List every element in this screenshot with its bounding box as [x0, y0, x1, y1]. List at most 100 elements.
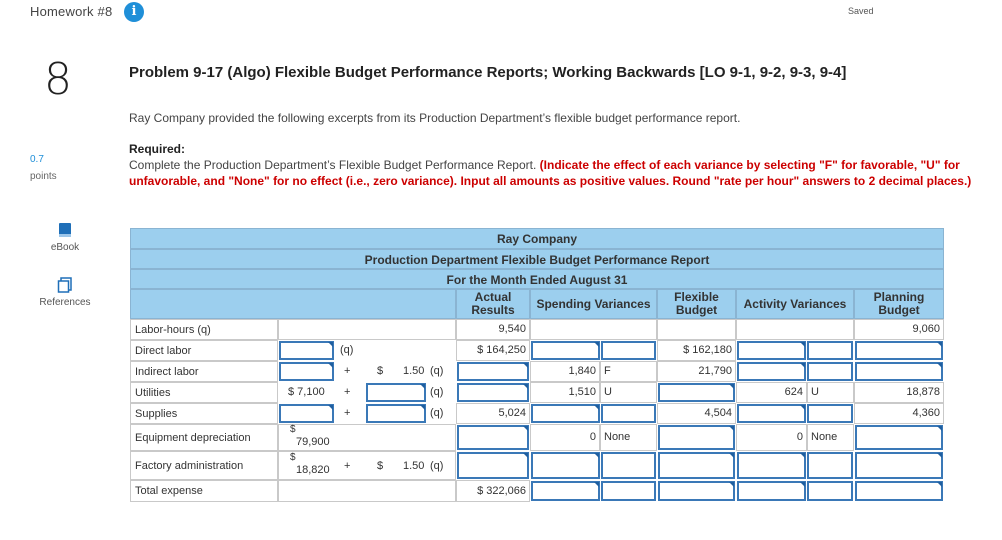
- col-activity-variances: Activity Variances: [736, 289, 854, 319]
- supplies-activity-effect[interactable]: [807, 404, 853, 423]
- supplies-planning: 4,360: [912, 407, 940, 419]
- required-description: Complete the Production Department’s Fle…: [129, 158, 540, 172]
- indirect-labor-actual-input[interactable]: [457, 362, 529, 381]
- supplies-rate-input[interactable]: [366, 404, 426, 423]
- flexible-cell: 21,790: [657, 361, 736, 382]
- utilities-fixed: $ 7,100: [288, 386, 325, 398]
- equipment-activity-effect: None: [811, 431, 838, 443]
- factory-admin-q: (q): [430, 460, 444, 472]
- utilities-planning: 18,878: [906, 386, 940, 398]
- report-period: For the Month Ended August 31: [130, 269, 944, 289]
- references-link[interactable]: References: [30, 277, 100, 308]
- direct-labor-q: (q): [340, 344, 354, 356]
- factory-admin-actual-input[interactable]: [457, 452, 529, 479]
- indirect-labor-activity-effect[interactable]: [807, 362, 853, 381]
- indirect-labor-activity-input[interactable]: [737, 362, 806, 381]
- total-activity-input[interactable]: [737, 481, 806, 501]
- ebook-link[interactable]: eBook: [30, 222, 100, 253]
- saved-status: Saved: [848, 6, 874, 16]
- question-number: 8: [44, 54, 72, 105]
- documents-icon: [57, 277, 73, 293]
- factory-admin-activity-input[interactable]: [737, 452, 806, 479]
- direct-labor-activity-effect[interactable]: [807, 341, 853, 360]
- supplies-spending-effect[interactable]: [601, 404, 656, 423]
- header-spacer: [130, 289, 456, 319]
- actual-cell: 5,024: [456, 403, 530, 424]
- utilities-plus: +: [344, 386, 351, 398]
- col-flexible-budget: Flexible Budget: [657, 289, 736, 319]
- formula-cell: [278, 319, 456, 340]
- indirect-labor-spending-effect: F: [604, 365, 611, 377]
- total-spending-effect[interactable]: [601, 481, 656, 501]
- row-label-utilities: Utilities: [130, 382, 278, 403]
- effect-cell: F: [600, 361, 657, 382]
- utilities-flexible-input[interactable]: [658, 383, 735, 402]
- factory-admin-dollar: $: [290, 452, 296, 463]
- total-spending-input[interactable]: [531, 481, 600, 501]
- formula-cell: [278, 424, 456, 451]
- top-bar: Homework #8 i Saved: [0, 0, 1002, 28]
- supplies-fixed-input[interactable]: [279, 404, 334, 423]
- homework-title: Homework #8: [30, 4, 113, 19]
- equipment-fixed: 79,900: [296, 436, 330, 448]
- row-label-labor-hours: Labor-hours (q): [130, 319, 278, 340]
- direct-labor-spending-input[interactable]: [531, 341, 600, 360]
- equipment-planning-input[interactable]: [855, 425, 943, 450]
- supplies-plus: +: [344, 407, 351, 419]
- flexible-cell: 4,504: [657, 403, 736, 424]
- row-label-indirect-labor: Indirect labor: [130, 361, 278, 382]
- direct-labor-activity-input[interactable]: [737, 341, 806, 360]
- equipment-spending: 0: [589, 431, 596, 443]
- supplies-flexible: 4,504: [704, 407, 732, 419]
- indirect-labor-flexible: 21,790: [698, 365, 732, 377]
- direct-labor-actual: $ 164,250: [477, 344, 526, 356]
- equipment-flexible-input[interactable]: [658, 425, 735, 450]
- report-company: Ray Company: [130, 228, 944, 249]
- utilities-spending: 1,510: [568, 386, 596, 398]
- formula-cell: [278, 451, 456, 480]
- direct-labor-rate-input[interactable]: [279, 341, 334, 360]
- supplies-activity-input[interactable]: [737, 404, 806, 423]
- labor-hours-planning: 9,060: [912, 323, 940, 335]
- references-label: References: [39, 297, 91, 308]
- row-label-total-expense: Total expense: [130, 480, 278, 502]
- total-activity-effect[interactable]: [807, 481, 853, 501]
- supplies-q: (q): [430, 407, 444, 419]
- points-value: 0.7: [30, 154, 44, 165]
- factory-admin-spending-effect[interactable]: [601, 452, 656, 479]
- factory-admin-fixed: 18,820: [296, 464, 330, 476]
- indirect-labor-rate: 1.50: [403, 365, 425, 377]
- flexible-cell: $ 162,180: [657, 340, 736, 361]
- total-planning-input[interactable]: [855, 481, 943, 501]
- utilities-spending-effect: U: [604, 386, 612, 398]
- supplies-spending-input[interactable]: [531, 404, 600, 423]
- direct-labor-spending-effect[interactable]: [601, 341, 656, 360]
- factory-admin-activity-effect[interactable]: [807, 452, 853, 479]
- supplies-actual: 5,024: [498, 407, 526, 419]
- spending-cell: 1,510: [530, 382, 600, 403]
- performance-report: Ray Company Production Department Flexib…: [130, 228, 944, 502]
- row-label-equipment-depreciation: Equipment depreciation: [130, 424, 278, 451]
- utilities-actual-input[interactable]: [457, 383, 529, 402]
- factory-admin-flexible-input[interactable]: [658, 452, 735, 479]
- total-flexible-input[interactable]: [658, 481, 735, 501]
- indirect-labor-fixed-input[interactable]: [279, 362, 334, 381]
- row-label-factory-administration: Factory administration: [130, 451, 278, 480]
- required-instructions: (Indicate the effect of each variance by…: [129, 158, 972, 188]
- direct-labor-planning-input[interactable]: [855, 341, 943, 360]
- equipment-actual-input[interactable]: [457, 425, 529, 450]
- factory-admin-spending-input[interactable]: [531, 452, 600, 479]
- utilities-activity: 624: [784, 386, 803, 398]
- total-actual: $ 322,066: [477, 485, 526, 497]
- utilities-rate-input[interactable]: [366, 383, 426, 402]
- planning-cell: 9,060: [854, 319, 944, 340]
- points-label: points: [30, 171, 57, 182]
- equipment-dollar: $: [290, 424, 296, 435]
- factory-admin-planning-input[interactable]: [855, 452, 943, 479]
- info-icon[interactable]: i: [124, 2, 144, 22]
- spending-cell: 0: [530, 424, 600, 451]
- indirect-labor-q: (q): [430, 365, 444, 377]
- activity-cell: 0: [736, 424, 807, 451]
- required-label: Required:: [129, 142, 186, 156]
- indirect-labor-planning-input[interactable]: [855, 362, 943, 381]
